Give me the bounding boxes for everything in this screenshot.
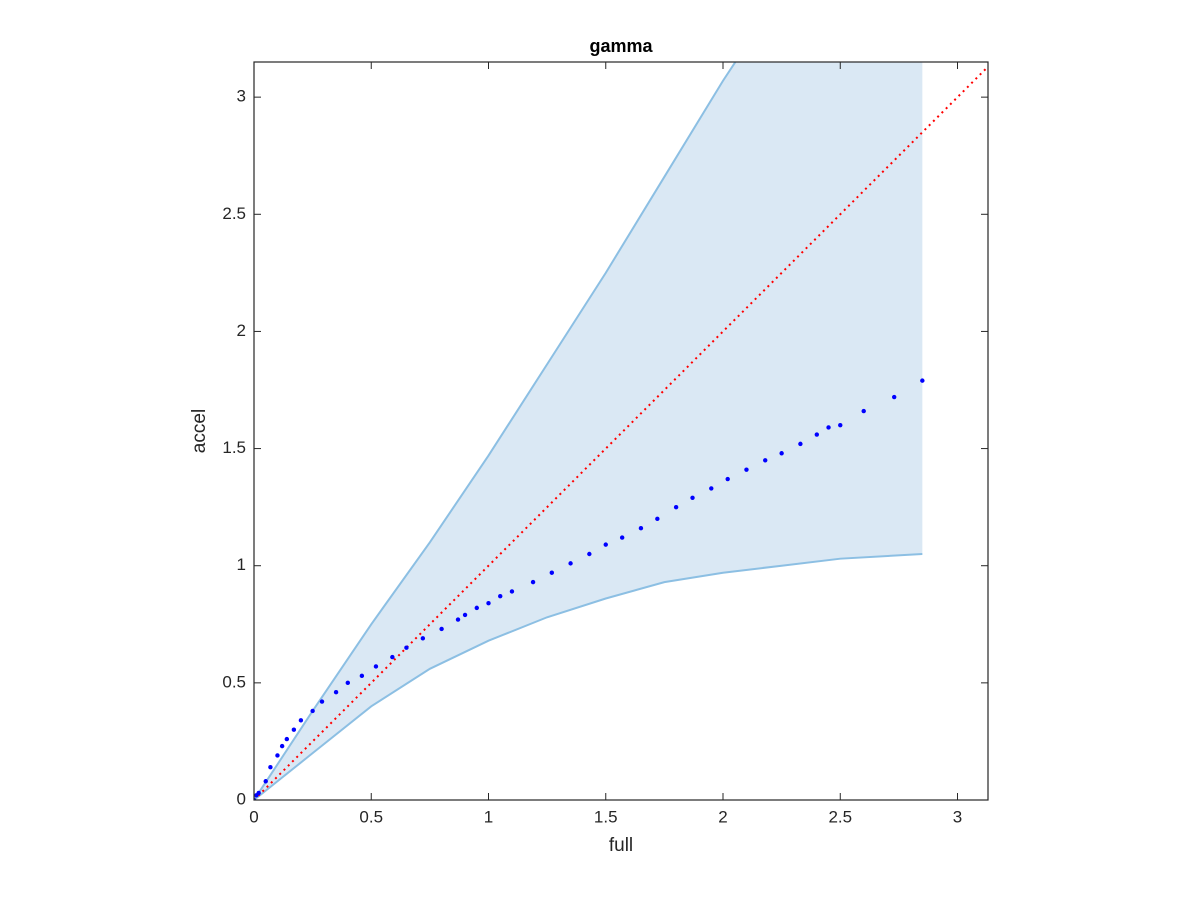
data-point: [474, 605, 479, 611]
data-point: [439, 626, 444, 632]
x-axis-label: full: [609, 835, 633, 856]
data-point: [420, 636, 426, 641]
y-tick-label: 0: [237, 789, 246, 808]
chart-title: gamma: [589, 36, 653, 56]
y-tick-label: 3: [237, 87, 246, 106]
x-tick-label: 0.5: [359, 807, 383, 826]
data-point: [838, 422, 843, 428]
data-point: [568, 561, 573, 566]
data-point: [709, 486, 714, 491]
data-point: [462, 612, 468, 618]
data-point: [530, 579, 536, 585]
data-point: [744, 467, 749, 472]
data-point: [390, 654, 395, 660]
y-tick-label: 2: [237, 321, 246, 340]
data-point: [673, 504, 679, 510]
reference-line: [254, 65, 988, 800]
data-point: [345, 680, 351, 686]
data-point: [549, 570, 555, 575]
x-tick-label: 1.5: [594, 807, 618, 826]
data-point: [486, 601, 491, 606]
data-point: [275, 753, 280, 758]
data-point: [826, 425, 831, 430]
data-point: [655, 516, 660, 522]
data-point: [284, 736, 290, 742]
data-point: [263, 779, 268, 784]
data-point: [256, 790, 261, 796]
data-point: [587, 551, 592, 557]
data-point: [509, 589, 515, 594]
data-point: [333, 690, 339, 695]
data-point: [279, 743, 285, 749]
y-tick-label: 1.5: [222, 438, 246, 457]
x-tick-label: 1: [484, 807, 493, 826]
data-point: [498, 593, 503, 599]
data-point: [891, 394, 897, 400]
band-upper-edge: [254, 62, 737, 800]
band-lower-edge: [254, 553, 923, 800]
x-tick-label: 3: [953, 807, 962, 826]
data-point: [763, 458, 768, 463]
data-point: [725, 476, 730, 482]
confidence-band: [254, 62, 923, 800]
data-point: [798, 441, 803, 447]
data-point: [690, 495, 695, 500]
data-point: [619, 535, 625, 540]
data-point: [638, 526, 644, 531]
data-point: [920, 378, 925, 383]
data-point: [861, 408, 866, 414]
x-tick-label: 2: [718, 807, 727, 826]
x-tick-label: 0: [249, 807, 258, 826]
data-point: [779, 451, 784, 456]
axes-box: [253, 61, 989, 801]
x-tick-label: 2.5: [828, 807, 852, 826]
data-point: [268, 765, 273, 770]
data-point: [455, 617, 461, 622]
data-point: [373, 664, 379, 669]
data-point: [298, 718, 304, 723]
data-point: [319, 699, 325, 704]
data-point: [310, 708, 315, 714]
data-point: [814, 432, 820, 437]
y-tick-label: 0.5: [222, 672, 246, 691]
y-tick-label: 2.5: [222, 204, 246, 223]
data-point: [603, 542, 608, 547]
data-point: [359, 673, 365, 679]
plot-area: [254, 62, 988, 800]
data-point: [404, 645, 409, 650]
data-point: [291, 727, 297, 732]
y-tick-label: 1: [237, 555, 246, 574]
y-axis-label: accel: [189, 409, 210, 453]
